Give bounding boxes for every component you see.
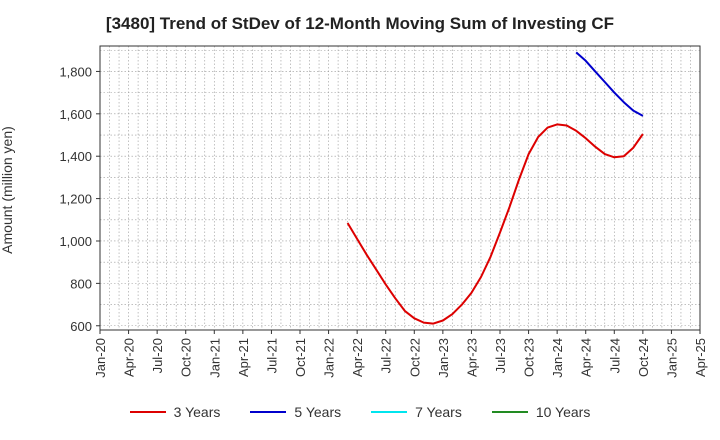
series-line-5-years [575,51,644,117]
y-tick-label: 1,400 [59,149,92,164]
x-tick-label: Oct-20 [179,338,194,377]
y-tick-label: 1,000 [59,234,92,249]
x-tick-label: Oct-22 [407,338,422,377]
legend-swatch [129,411,166,413]
x-tick-label: Jul-21 [264,338,279,373]
legend-swatch [371,411,408,413]
x-tick-label: Oct-24 [636,338,651,377]
legend-item: 3 Years [129,404,221,420]
x-tick-label: Jul-23 [493,338,508,373]
chart-title: [3480] Trend of StDev of 12-Month Moving… [105,14,615,33]
legend-swatch [491,411,528,413]
x-tick-label: Apr-22 [350,338,365,377]
x-tick-label: Apr-25 [693,338,708,377]
series-line-3-years [346,123,644,325]
x-tick-label: Apr-24 [579,338,594,377]
x-tick-label: Jan-21 [207,338,222,378]
legend-swatch [250,411,287,413]
legend-label: 3 Years [173,404,221,420]
x-tick-label: Jan-24 [550,338,565,378]
y-tick-label: 1,200 [59,192,92,207]
y-tick-label: 600 [70,319,92,334]
y-tick-label: 1,600 [59,107,92,122]
legend-item: 7 Years [371,404,462,420]
x-tick-label: Jul-20 [150,338,165,373]
x-tick-label: Apr-23 [464,338,479,377]
x-tick-label: Jul-24 [607,338,622,373]
legend: 3 Years 5 Years 7 Years 10 Years [0,404,720,420]
x-tick-label: Apr-20 [122,338,137,377]
legend-label: 7 Years [415,404,462,420]
plot-frame [99,45,701,331]
x-tick-label: Jan-20 [93,338,108,378]
legend-item: 5 Years [250,404,341,420]
y-tick-label: 800 [70,276,92,291]
x-tick-label: Oct-23 [522,338,537,377]
legend-item: 10 Years [491,404,591,420]
x-tick-label: Jan-23 [436,338,451,378]
x-tick-label: Jul-22 [379,338,394,373]
x-tick-label: Jan-25 [664,338,679,378]
legend-label: 5 Years [294,404,342,420]
x-tick-label: Apr-21 [236,338,251,377]
plot-area [100,46,700,330]
x-tick-label: Oct-21 [293,338,308,377]
x-tick-label: Jan-22 [322,338,337,378]
y-tick-label: 1,800 [59,64,92,79]
legend-label: 10 Years [535,404,591,420]
